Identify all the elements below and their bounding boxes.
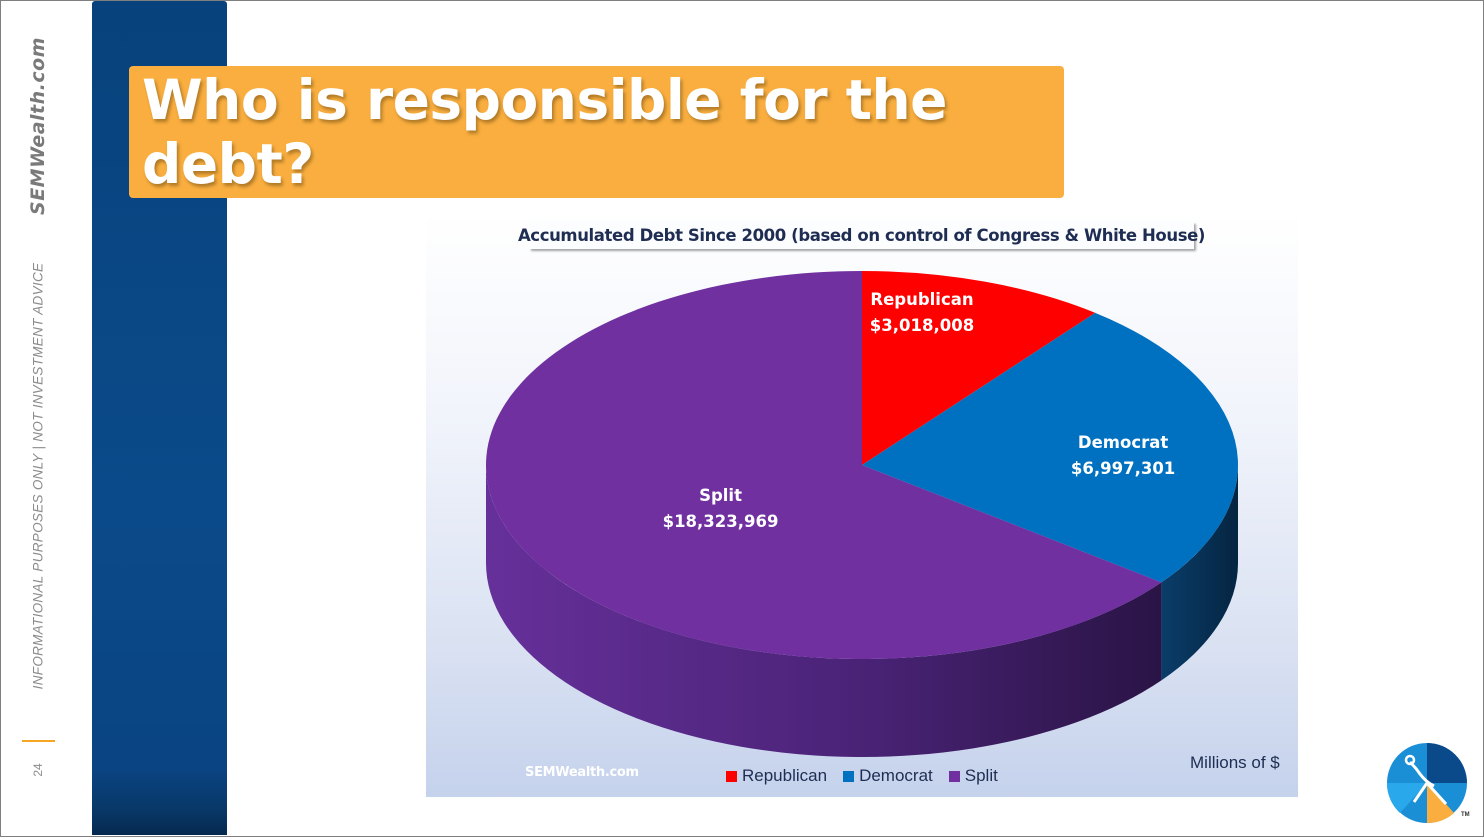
chart-legend: Republican Democrat Split	[726, 766, 998, 786]
data-label-value-republican: $3,018,008	[870, 316, 974, 335]
legend-item-republican: Republican	[726, 766, 827, 786]
legend-swatch-split	[948, 770, 960, 782]
side-rail: SEMWealth.com INFORMATIONAL PURPOSES ONL…	[0, 0, 90, 837]
data-label-value-democrat: $6,997,301	[1071, 459, 1175, 478]
legend-item-democrat: Democrat	[843, 766, 933, 786]
pie-side-democrat	[1161, 465, 1238, 681]
legend-label-split: Split	[964, 766, 998, 785]
pie-chart: Republican $3,018,008 Democrat $6,997,301 Sp…	[485, 271, 1238, 757]
legend-item-split: Split	[948, 766, 998, 786]
legend-label-republican: Republican	[742, 766, 828, 785]
data-label-category-split: Split	[699, 486, 742, 505]
rail-divider	[22, 740, 55, 742]
title-banner: Who is responsible for the debt?	[129, 66, 1064, 198]
units-note: Millions of $	[1190, 753, 1280, 772]
page-number: 24	[31, 763, 45, 777]
pie-side-split	[486, 465, 1162, 757]
legend-label-democrat: Democrat	[859, 766, 933, 785]
data-label-value-split: $18,323,969	[663, 512, 779, 531]
pie-slice-split	[485, 271, 1162, 659]
trademark-mark: TM	[1461, 812, 1470, 818]
semwealth-logo	[1386, 743, 1467, 824]
legend-swatch-republican	[726, 770, 737, 782]
legend-swatch-democrat	[843, 770, 855, 782]
disclaimer-text: INFORMATIONAL PURPOSES ONLY | NOT INVEST…	[30, 262, 46, 690]
data-label-category-republican: Republican	[870, 290, 973, 309]
pie-slice-democrat	[862, 312, 1238, 583]
data-label-category-democrat: Democrat	[1078, 433, 1168, 452]
chart-title: Accumulated Debt Since 2000 (based on co…	[518, 222, 1205, 249]
chart-watermark: SEMWealth.com	[525, 765, 639, 780]
slide-title: Who is responsible for the debt?	[142, 68, 947, 196]
brand-vertical-text: SEMWealth.com	[27, 37, 49, 215]
pie-slice-republican	[862, 271, 1096, 465]
